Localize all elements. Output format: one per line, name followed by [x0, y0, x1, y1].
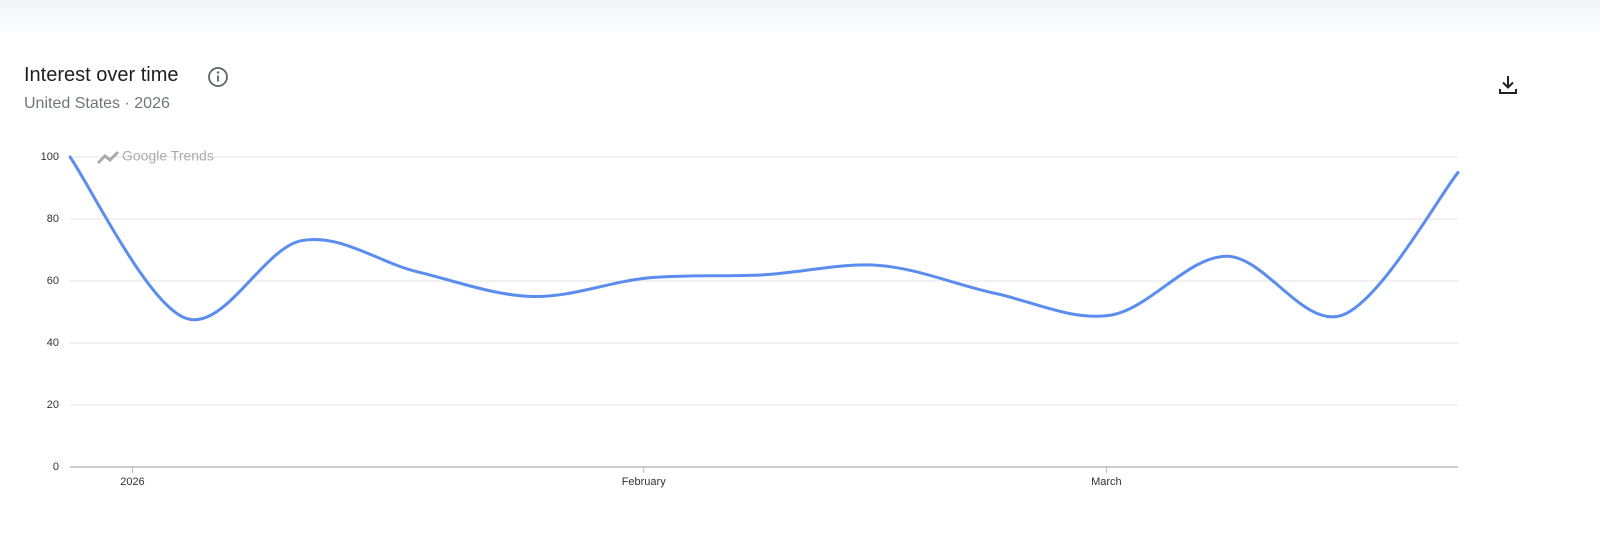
y-tick-label: 40: [47, 337, 59, 349]
info-icon[interactable]: [207, 66, 229, 88]
y-tick-label: 20: [47, 399, 59, 411]
line: [68, 155, 1460, 322]
y-tick-label: 0: [53, 461, 59, 473]
x-tick-label: February: [622, 476, 667, 488]
x-tick-label: 2026: [120, 476, 144, 488]
download-icon[interactable]: [1496, 73, 1520, 97]
top-band: [0, 0, 1600, 36]
watermark-icon: [96, 150, 120, 165]
y-tick-label: 100: [41, 151, 59, 163]
title: Interest over time: [24, 64, 179, 86]
y-tick-label: 80: [47, 213, 59, 225]
subtitle: United States · 2026: [24, 95, 170, 112]
watermark-text: Google Trends: [122, 148, 214, 164]
y-tick-label: 60: [47, 275, 59, 287]
x-tick-label: March: [1091, 476, 1122, 488]
